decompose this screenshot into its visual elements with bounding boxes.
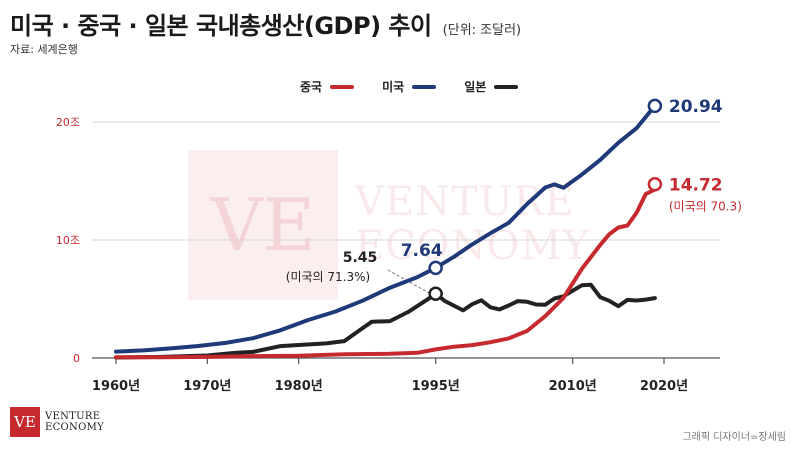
legend-swatch-china [330, 84, 355, 89]
legend-label-china: 중국 [300, 80, 323, 94]
legend-item-china: 중국 [300, 78, 355, 95]
watermark-line-1: VENTURE [355, 179, 575, 225]
series-line-china [114, 187, 657, 360]
legend-item-japan: 일본 [464, 78, 519, 95]
series-line-usa [114, 103, 657, 354]
y-tick-label: 20조 [56, 116, 80, 129]
legend-label-usa: 미국 [382, 80, 405, 94]
annotation-marker [428, 260, 443, 276]
annotation-sublabel: (미국의 71.3%) [286, 270, 370, 284]
leader-line [387, 269, 430, 294]
legend-label-japan: 일본 [464, 80, 487, 94]
annotation-label: 20.94 [669, 97, 723, 117]
x-tick-label: 2020년 [640, 379, 688, 394]
x-tick-label: 1960년 [92, 379, 140, 394]
annotation-sublabel: (미국의 70.3) [669, 199, 742, 213]
legend: 중국 미국 일본 [300, 78, 519, 95]
annotation-label: 14.72 [669, 175, 723, 195]
watermark-text: VENTURE ECONOMY [355, 180, 590, 268]
legend-swatch-japan [494, 84, 519, 89]
x-tick-label: 1980년 [275, 379, 323, 394]
logo-line-2: ECONOMY [45, 422, 105, 433]
logo: VE VENTURE ECONOMY [10, 407, 104, 437]
logo-line-1: VENTURE [45, 411, 101, 422]
header: 미국 · 중국 · 일본 국내총생산(GDP) 추이 (단위: 조달러) [10, 6, 521, 41]
legend-swatch-usa [412, 84, 437, 89]
annotation-marker [647, 177, 663, 192]
x-tick-label: 1970년 [183, 379, 231, 394]
annotation-marker [647, 98, 663, 114]
unit-label: (단위: 조달러) [442, 23, 522, 38]
logo-text: VENTURE ECONOMY [45, 411, 104, 433]
logo-mark: VE [10, 407, 40, 437]
annotation-label: 7.64 [401, 241, 443, 261]
watermark-logo: VE [188, 150, 338, 300]
series-line-japan [114, 282, 657, 360]
x-tick-label: 2010년 [549, 379, 597, 394]
annotation-marker [428, 286, 443, 301]
source-label: 자료: 세계은행 [10, 43, 78, 56]
credit-label: 그래픽 디자이너=장세림 [682, 432, 786, 443]
y-tick-label: 10조 [56, 234, 80, 247]
annotation-label: 5.45 [343, 250, 378, 266]
x-tick-label: 1995년 [412, 379, 460, 394]
legend-item-usa: 미국 [382, 78, 437, 95]
y-tick-label: 0 [73, 352, 80, 365]
chart-title: 미국 · 중국 · 일본 국내총생산(GDP) 추이 [10, 12, 432, 40]
